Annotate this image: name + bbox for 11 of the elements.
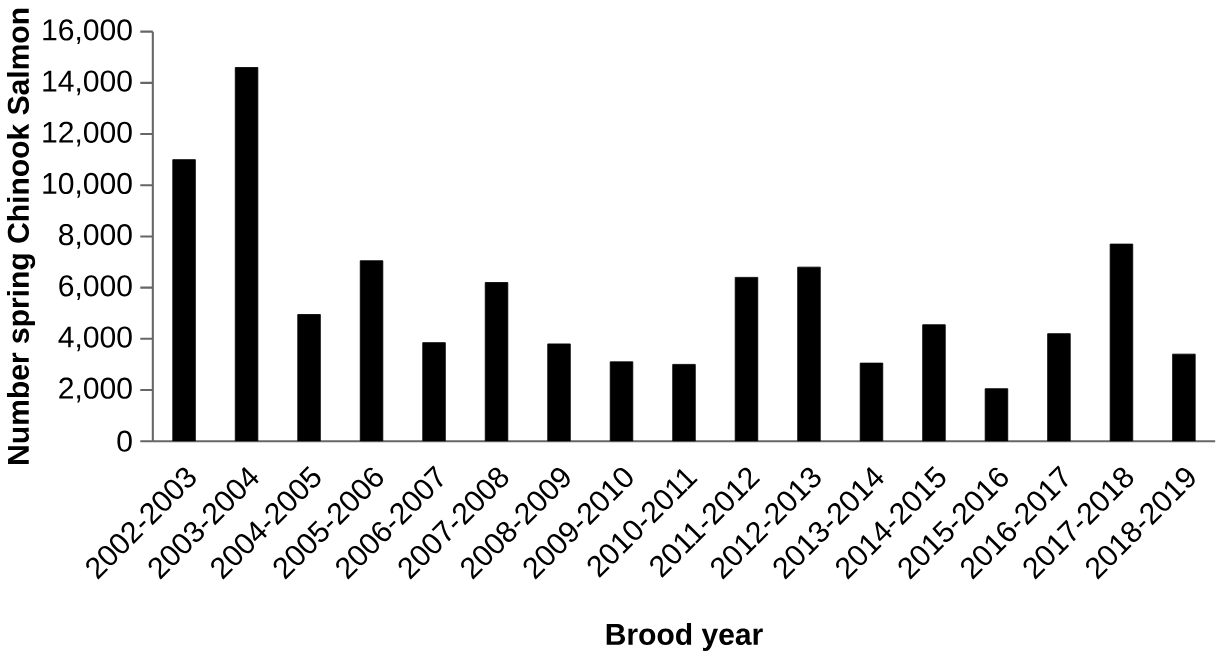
y-tick-label: 2,000	[59, 377, 132, 403]
y-tick-label: 8,000	[59, 224, 132, 249]
y-tick-label: 12,000	[43, 121, 132, 147]
y-tick-label: 4,000	[58, 326, 132, 352]
y-tick-label: 14,000	[43, 70, 132, 96]
y-tick-label: 6,000	[59, 275, 132, 301]
y-tick-label: 10,000	[43, 172, 132, 198]
y-axis-title: Number spring Chinook Salmon	[6, 8, 36, 464]
x-axis-title: Brood year	[606, 623, 763, 652]
y-tick-label: 0	[117, 430, 132, 452]
y-tick-label: 16,000	[43, 19, 132, 45]
